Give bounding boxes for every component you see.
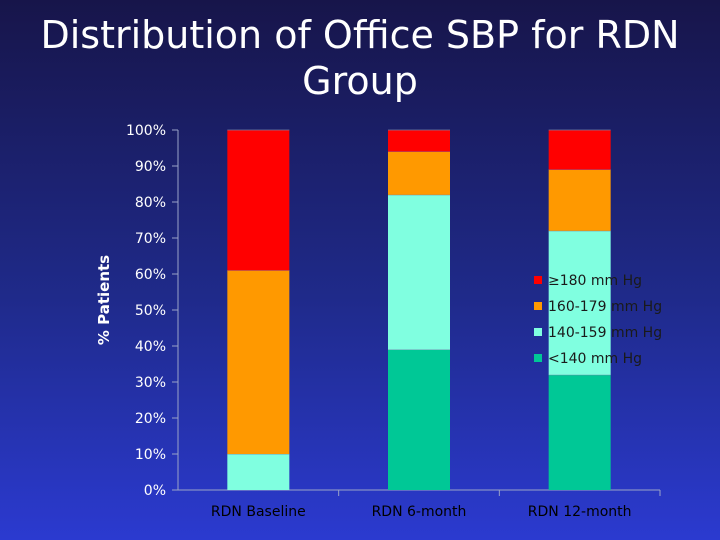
bar-segment xyxy=(388,349,450,490)
bar-segment xyxy=(548,169,611,231)
legend-label: 160-179 mm Hg xyxy=(548,299,662,315)
y-tick-label: 0% xyxy=(144,483,166,499)
legend-label: ≥180 mm Hg xyxy=(548,273,642,289)
page-title: Distribution of Office SBP for RDN Group xyxy=(40,13,680,103)
y-tick-label: 90% xyxy=(135,159,166,175)
x-tick-label: RDN Baseline xyxy=(211,504,306,520)
y-tick-label: 30% xyxy=(135,375,166,391)
bar-segment xyxy=(388,194,450,350)
y-tick-label: 50% xyxy=(135,303,166,319)
legend-label: <140 mm Hg xyxy=(548,351,642,367)
bar-segment xyxy=(388,130,450,152)
x-tick-label: RDN 12-month xyxy=(528,504,632,520)
bar-segment xyxy=(388,151,450,195)
bar-segment xyxy=(548,374,611,490)
bar-segment xyxy=(227,454,290,490)
y-tick-label: 80% xyxy=(135,195,166,211)
legend-swatch xyxy=(534,328,542,336)
bar-segment xyxy=(227,130,290,271)
legend-swatch xyxy=(534,276,542,284)
y-tick-label: 20% xyxy=(135,411,166,427)
bar-segment xyxy=(548,130,611,170)
legend-label: 140-159 mm Hg xyxy=(548,325,662,341)
y-tick-label: 60% xyxy=(135,267,166,283)
y-tick-label: 10% xyxy=(135,447,166,463)
bar-segment xyxy=(227,270,290,454)
legend-swatch xyxy=(534,302,542,310)
y-tick-label: 70% xyxy=(135,231,166,247)
y-tick-label: 100% xyxy=(126,123,166,139)
x-tick-label: RDN 6-month xyxy=(372,504,467,520)
y-tick-label: 40% xyxy=(135,339,166,355)
bar-segment xyxy=(548,230,611,375)
legend-swatch xyxy=(534,354,542,362)
